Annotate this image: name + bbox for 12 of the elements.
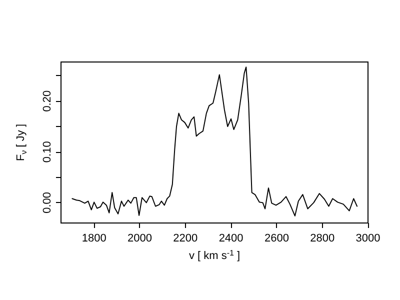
x-tick-label: 2000: [128, 232, 152, 244]
x-tick-label: 3000: [356, 232, 380, 244]
x-tick-label: 2800: [310, 232, 335, 244]
y-tick-label: 0.00: [42, 192, 54, 214]
y-tick-label: 0.10: [42, 141, 54, 163]
x-tick-label: 1800: [82, 232, 106, 244]
x-tick-label: 2200: [173, 232, 198, 244]
y-axis-title: Fν [ Jy ]: [15, 124, 28, 162]
y-tick-label: 0.20: [42, 90, 54, 112]
x-tick-label: 2600: [264, 232, 289, 244]
line-series: [72, 66, 358, 216]
x-tick-label: 2400: [218, 232, 244, 244]
